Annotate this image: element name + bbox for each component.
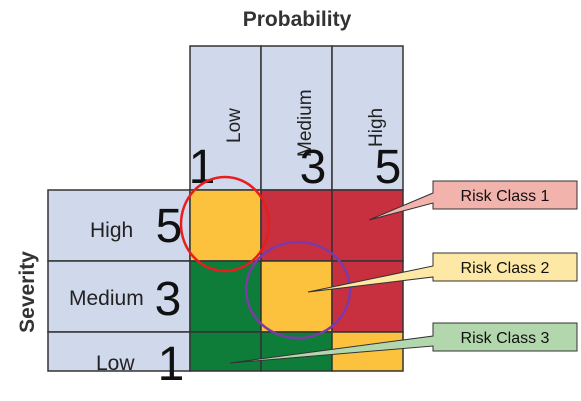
risk-class-2-label: Risk Class 2 — [461, 260, 550, 277]
probability-label-low: Low — [224, 108, 245, 143]
severity-header-high — [47, 189, 191, 262]
cell-high-high — [331, 189, 404, 262]
severity-scores: 5 3 1 — [155, 200, 185, 391]
severity-header-low — [47, 331, 191, 372]
probability-header-high — [331, 45, 404, 191]
callout-3-shape — [229, 322, 578, 364]
callout-1-shape — [368, 180, 578, 221]
probability-header-row: Low Medium High — [189, 45, 404, 191]
probability-axis-title: Probability — [243, 8, 352, 31]
cell-medium-medium — [260, 260, 333, 333]
cell-medium-high — [331, 260, 404, 333]
severity-label-low: Low — [96, 352, 135, 375]
severity-score-high: 5 — [156, 200, 183, 253]
severity-header-column: High Medium Low — [47, 189, 191, 375]
severity-header-medium — [47, 260, 191, 333]
severity-label-high: High — [90, 219, 133, 242]
highlight-circle-purple — [244, 240, 352, 340]
severity-label-medium: Medium — [69, 287, 144, 310]
severity-score-low: 1 — [158, 338, 185, 391]
risk-class-1-label: Risk Class 1 — [461, 188, 550, 205]
probability-scores: 1 3 5 — [189, 141, 402, 194]
cell-high-medium — [260, 189, 333, 262]
highlight-circle-red — [179, 175, 271, 273]
probability-score-high: 5 — [375, 141, 402, 194]
cell-low-low — [189, 331, 262, 372]
probability-label-medium: Medium — [295, 89, 316, 157]
risk-class-1-callout: Risk Class 1 — [368, 180, 578, 221]
probability-score-medium: 3 — [300, 141, 327, 194]
cell-high-low — [189, 189, 262, 262]
probability-header-low — [189, 45, 262, 191]
callout-2-shape — [307, 252, 578, 293]
risk-class-2-callout: Risk Class 2 — [307, 252, 578, 293]
probability-label-high: High — [366, 108, 387, 147]
probability-score-low: 1 — [189, 141, 216, 194]
risk-class-3-callout: Risk Class 3 — [229, 322, 578, 364]
probability-header-medium — [260, 45, 333, 191]
severity-axis-title: Severity — [16, 251, 39, 333]
risk-class-3-label: Risk Class 3 — [461, 330, 550, 347]
severity-score-medium: 3 — [155, 273, 182, 326]
